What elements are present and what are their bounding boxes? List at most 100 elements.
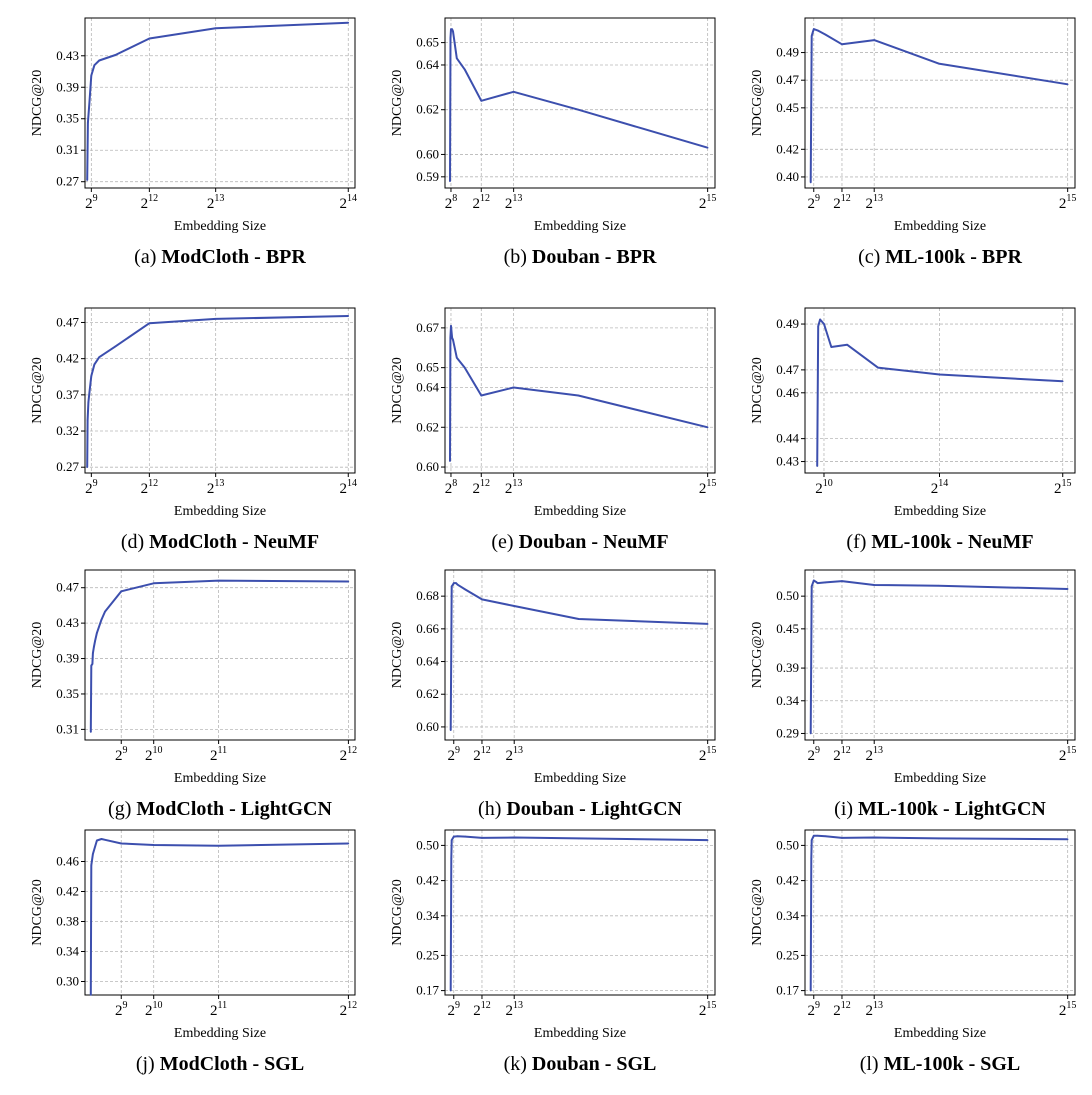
y-tick-label: 0.42: [776, 873, 799, 888]
plot-frame: [444, 569, 716, 741]
y-tick-label: 0.43: [56, 48, 79, 63]
x-tick-label: 28: [445, 193, 458, 212]
y-tick-label: 0.60: [416, 459, 439, 474]
x-tick-label: 213: [207, 478, 225, 497]
data-point: [450, 28, 452, 30]
data-point: [449, 37, 452, 39]
y-tick-label: 0.50: [776, 588, 799, 603]
x-tick-label: 213: [505, 478, 523, 497]
data-point: [456, 835, 459, 837]
data-point: [816, 29, 819, 32]
y-axis-label: NDCG@20: [30, 879, 45, 946]
chart-caption: (a) ModCloth - BPR: [40, 246, 400, 269]
y-tick-label: 0.60: [416, 719, 439, 734]
data-point: [86, 419, 89, 421]
y-tick-label: 0.31: [56, 142, 79, 157]
y-tick-label: 0.42: [416, 873, 439, 888]
caption-title: Douban - NeuMF: [518, 531, 669, 553]
data-point: [104, 838, 106, 841]
data-point: [449, 337, 452, 339]
data-point: [824, 835, 827, 837]
data-point: [512, 386, 515, 389]
data-point: [93, 64, 96, 67]
x-axis-label: Embedding Size: [174, 771, 266, 786]
y-axis-label: NDCG@20: [390, 622, 405, 689]
y-tick-label: 0.42: [56, 884, 79, 899]
data-point: [1061, 380, 1064, 383]
data-point: [90, 994, 92, 996]
data-point: [90, 864, 93, 867]
data-point: [451, 337, 453, 339]
data-point: [812, 834, 815, 837]
y-tick-label: 0.25: [416, 947, 439, 962]
y-tick-label: 0.47: [776, 362, 799, 377]
data-point: [824, 33, 827, 36]
x-axis-label: Embedding Size: [894, 1026, 986, 1041]
data-point: [120, 842, 123, 845]
y-tick-label: 0.65: [416, 360, 439, 375]
caption-label: (l): [859, 1053, 879, 1075]
series-line: [809, 28, 1068, 183]
y-tick-label: 0.27: [56, 174, 79, 189]
x-tick-label: 212: [473, 193, 491, 212]
chart-caption: (k) Douban - SGL: [400, 1053, 760, 1076]
y-tick-label: 0.62: [416, 419, 439, 434]
x-axis-label: Embedding Size: [174, 1026, 266, 1041]
y-tick-label: 0.64: [416, 654, 439, 669]
chart-caption: (g) ModCloth - LightGCN: [40, 798, 400, 821]
data-point: [810, 35, 813, 37]
x-tick-label: 212: [473, 1000, 491, 1019]
y-tick-label: 0.50: [776, 837, 799, 852]
data-point: [90, 731, 92, 733]
data-point: [815, 580, 817, 583]
caption-title: ML-100k - LightGCN: [858, 798, 1046, 820]
series-line: [809, 579, 1068, 734]
series-line: [809, 834, 1068, 991]
data-point: [92, 853, 94, 855]
data-point: [841, 837, 843, 839]
y-tick-label: 0.62: [416, 102, 439, 117]
data-point: [877, 366, 879, 369]
plot-frame: [84, 307, 356, 474]
plot-frame: [444, 17, 716, 189]
data-point: [812, 579, 815, 582]
data-point: [347, 21, 350, 24]
y-tick-label: 0.38: [56, 914, 79, 929]
y-tick-label: 0.32: [56, 423, 79, 438]
data-point: [812, 28, 815, 30]
data-point: [809, 732, 812, 735]
x-tick-label: 211: [210, 745, 227, 764]
caption-title: Douban - LightGCN: [506, 798, 682, 820]
y-tick-label: 0.37: [56, 387, 79, 402]
x-tick-label: 213: [207, 193, 225, 212]
y-tick-label: 0.46: [56, 854, 79, 869]
caption-label: (e): [491, 531, 514, 553]
y-tick-label: 0.25: [776, 947, 799, 962]
y-tick-label: 0.34: [56, 944, 79, 959]
x-axis-label: Embedding Size: [534, 219, 626, 234]
data-point: [96, 632, 98, 634]
data-point: [455, 582, 457, 584]
y-tick-label: 0.35: [56, 686, 79, 701]
x-tick-label: 215: [699, 478, 717, 497]
chart-caption: (e) Douban - NeuMF: [400, 531, 760, 554]
y-axis-label: NDCG@20: [750, 70, 765, 137]
x-axis-label: Embedding Size: [534, 504, 626, 519]
data-point: [577, 837, 580, 840]
data-point: [93, 363, 96, 366]
data-point: [480, 99, 483, 102]
x-tick-label: 215: [1059, 193, 1077, 212]
y-axis-label: NDCG@20: [390, 879, 405, 946]
y-axis-label: NDCG@20: [30, 70, 45, 137]
data-point: [819, 318, 821, 321]
data-point: [450, 325, 452, 327]
x-tick-label: 215: [1054, 478, 1072, 497]
x-tick-label: 212: [141, 193, 159, 212]
plot-frame: [84, 569, 356, 741]
data-point: [94, 640, 96, 642]
